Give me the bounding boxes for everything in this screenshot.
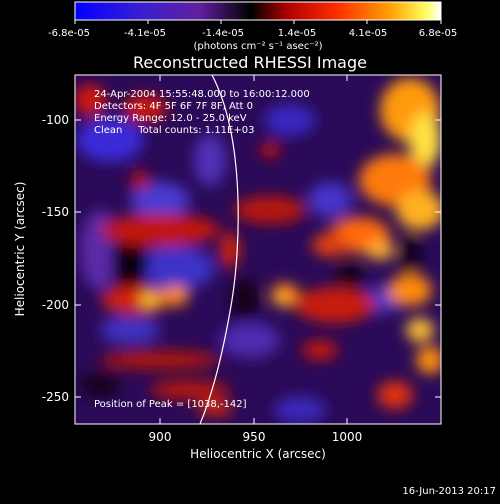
info-line: Clean Total counts: 1.11E+03 — [94, 125, 254, 136]
intensity-blob — [275, 292, 289, 304]
intensity-blob — [396, 190, 441, 230]
intensity-map — [75, 78, 441, 424]
intensity-blob — [197, 400, 233, 416]
intensity-blob — [312, 233, 348, 257]
colorbar-tick-label: -4.1e-05 — [124, 28, 166, 39]
peak-position-text: Position of Peak = [1038,-142] — [94, 399, 247, 410]
axis-ticks — [75, 75, 441, 424]
y-axis-label: Heliocentric Y (arcsec) — [13, 182, 27, 317]
intensity-blob — [194, 134, 226, 186]
intensity-blob — [150, 380, 230, 400]
intensity-blob — [264, 104, 316, 136]
colorbar-tick-label: 1.4e-05 — [278, 28, 316, 39]
colorbar-tick-label: 6.8e-05 — [419, 28, 457, 39]
info-line: Detectors: 4F 5F 6F 7F 8F, Att 0 — [94, 101, 253, 112]
intensity-blob — [388, 274, 432, 306]
colorbar: -6.8e-05 -4.1e-05 -1.4e-05 1.4e-05 4.1e-… — [48, 1, 457, 52]
x-axis-label: Heliocentric X (arcsec) — [190, 447, 326, 461]
x-tick-label: 900 — [149, 430, 172, 444]
intensity-blob — [220, 232, 240, 268]
plot-frame — [74, 74, 442, 425]
image-area — [75, 75, 441, 424]
y-tick-label: -100 — [42, 113, 69, 127]
intensity-blob — [130, 182, 190, 218]
colorbar-tick-label: -6.8e-05 — [48, 28, 90, 39]
y-tick-label: -200 — [42, 298, 69, 312]
intensity-blob — [100, 316, 160, 344]
intensity-blob — [130, 170, 150, 190]
intensity-blob — [308, 182, 352, 218]
intensity-blob — [100, 214, 220, 246]
intensity-blob — [140, 292, 160, 308]
intensity-blob — [295, 287, 375, 323]
intensity-blob — [76, 118, 144, 162]
y-tick-label: -250 — [42, 390, 69, 404]
intensity-blob — [409, 112, 441, 168]
intensity-blob — [302, 340, 338, 360]
intensity-blob — [220, 322, 280, 358]
intensity-blob — [400, 235, 420, 275]
intensity-blob — [80, 373, 120, 397]
colorbar-tick-label: 4.1e-05 — [349, 28, 387, 39]
intensity-blob — [338, 263, 362, 287]
intensity-blob — [231, 278, 259, 322]
x-tick-label: 950 — [243, 430, 266, 444]
intensity-blob — [274, 396, 326, 424]
colorbar-tick-label: -1.4e-05 — [202, 28, 244, 39]
x-tick-label: 1000 — [332, 430, 363, 444]
intensity-blob — [135, 246, 215, 290]
y-tick-label: -150 — [42, 205, 69, 219]
plot-title: Reconstructed RHESSI Image — [133, 53, 367, 72]
solar-limb-line — [199, 75, 239, 424]
intensity-blob — [161, 286, 189, 306]
intensity-blob — [234, 196, 306, 224]
intensity-blob — [406, 318, 434, 342]
intensity-blob — [100, 350, 220, 370]
colorbar-gradient — [74, 1, 442, 21]
footer-date: 16-Jun-2013 20:17 — [402, 486, 496, 497]
intensity-blob — [260, 142, 280, 158]
intensity-blob — [416, 346, 441, 374]
intensity-blob — [123, 94, 167, 122]
intensity-blob — [75, 84, 106, 116]
colorbar-ticks — [74, 20, 442, 24]
intensity-blob — [377, 381, 413, 409]
info-line: Energy Range: 12.0 - 25.0 keV — [94, 113, 247, 124]
colorbar-unit-label: (photons cm⁻² s⁻¹ asec⁻²) — [193, 41, 322, 52]
intensity-blob — [366, 240, 394, 260]
info-line: 24-Apr-2004 15:55:48.000 to 16:00:12.000 — [94, 89, 310, 100]
